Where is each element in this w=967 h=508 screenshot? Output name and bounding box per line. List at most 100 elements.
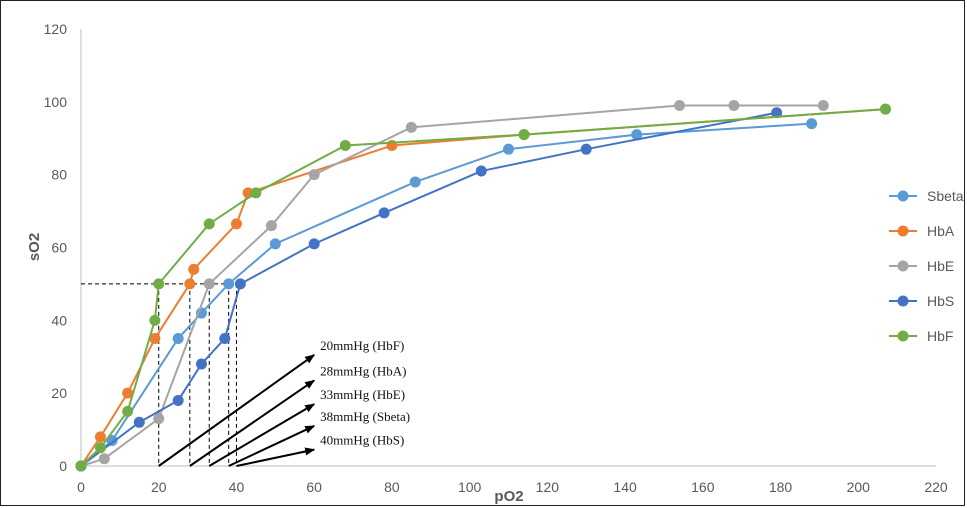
legend-marker (897, 330, 909, 342)
y-tick-label: 80 (51, 167, 67, 183)
data-point (806, 118, 818, 130)
y-tick-label: 60 (51, 240, 67, 256)
annotation-arrow (189, 379, 316, 467)
annotation-arrow (228, 425, 316, 467)
data-point (122, 405, 134, 417)
legend-marker (897, 295, 909, 307)
data-point (106, 435, 118, 447)
data-point (308, 169, 320, 181)
data-point (172, 394, 184, 406)
data-point (817, 99, 829, 111)
series-hbs (75, 107, 783, 472)
data-point (184, 278, 196, 290)
x-tick-label: 160 (691, 479, 715, 495)
data-point (149, 333, 161, 345)
series-line (80, 104, 824, 467)
series-hbf (75, 103, 891, 472)
data-point (223, 278, 235, 290)
series-sbeta (75, 118, 818, 472)
data-point (339, 140, 351, 152)
data-point (728, 99, 740, 111)
data-point (230, 218, 242, 230)
y-tick-label: 120 (44, 21, 68, 37)
annotation-arrow (236, 447, 316, 467)
data-point (94, 431, 106, 443)
data-point (580, 143, 592, 155)
x-tick-label: 180 (769, 479, 793, 495)
data-point (269, 238, 281, 250)
data-point (219, 333, 231, 345)
data-point (308, 238, 320, 250)
annotation-arrow (208, 403, 316, 467)
x-tick-label: 220 (924, 479, 948, 495)
data-point (631, 129, 643, 141)
legend-marker (897, 190, 909, 202)
y-axis-title: sO2 (26, 233, 43, 261)
legend-label: HbF (927, 328, 953, 344)
y-tick-label: 20 (51, 385, 67, 401)
data-point (674, 99, 685, 111)
data-point (405, 121, 417, 133)
series-line (80, 108, 886, 467)
legend-item-hbf: HbF (889, 328, 953, 344)
x-tick-label: 200 (847, 479, 871, 495)
data-point (195, 358, 207, 370)
y-tick-label: 40 (51, 312, 67, 328)
legend-label: HbS (927, 293, 954, 309)
x-tick-label: 140 (613, 479, 637, 495)
legend-item-hba: HbA (889, 223, 955, 239)
data-point (98, 453, 110, 465)
legend-item-sbeta: Sbeta (889, 188, 964, 204)
data-point (153, 278, 165, 290)
series-hbe (75, 99, 829, 472)
x-axis-title: pO2 (494, 488, 523, 505)
x-tick-label: 0 (77, 479, 85, 495)
data-point (149, 314, 161, 326)
series-line (80, 122, 812, 467)
data-point (475, 165, 487, 177)
legend: Sbeta HbA HbE HbS HbF (889, 188, 964, 344)
data-point (188, 263, 200, 275)
data-point (75, 460, 87, 472)
legend-label: HbA (927, 223, 955, 239)
data-point (172, 333, 184, 345)
legend-marker (897, 225, 909, 237)
legend-label: HbE (927, 258, 954, 274)
data-point (771, 107, 783, 119)
x-tick-label: 120 (536, 479, 560, 495)
data-point (409, 176, 421, 188)
data-point (153, 413, 165, 425)
y-tick-label: 0 (59, 458, 67, 474)
annotation-arrow (158, 354, 315, 467)
data-point (879, 103, 891, 115)
x-tick-label: 20 (151, 479, 167, 495)
data-point (234, 278, 246, 290)
data-point (203, 218, 215, 230)
legend-marker (897, 260, 909, 272)
annotation-label: 40mmHg (HbS) (320, 433, 404, 448)
annotation-label: 38mmHg (Sbeta) (320, 409, 410, 424)
data-point (203, 278, 215, 290)
data-point (122, 387, 134, 399)
data-point (265, 220, 277, 232)
annotation-label: 33mmHg (HbE) (320, 387, 405, 402)
x-tick-label: 40 (229, 479, 245, 495)
data-point (518, 129, 530, 141)
annotations-layer: 20mmHg (HbF) 28mmHg (HbA) 33mmHg (HbE) 38mm… (158, 338, 410, 467)
x-tick-label: 100 (458, 479, 482, 495)
series-line (80, 108, 886, 467)
x-tick-label: 80 (384, 479, 400, 495)
legend-label: Sbeta (927, 188, 964, 204)
legend-item-hbe: HbE (889, 258, 954, 274)
data-point (503, 143, 514, 155)
data-point (378, 207, 390, 219)
series-layer (75, 99, 891, 472)
y-tick-label: 100 (44, 94, 68, 110)
data-point (250, 187, 262, 199)
data-point (133, 416, 145, 428)
axes-layer: 0 20 40 60 80 100 120 140 160 180 200 220 0 20 40 60 80 1… (44, 21, 948, 495)
x-tick-label: 60 (306, 479, 322, 495)
annotation-label: 20mmHg (HbF) (320, 338, 404, 353)
